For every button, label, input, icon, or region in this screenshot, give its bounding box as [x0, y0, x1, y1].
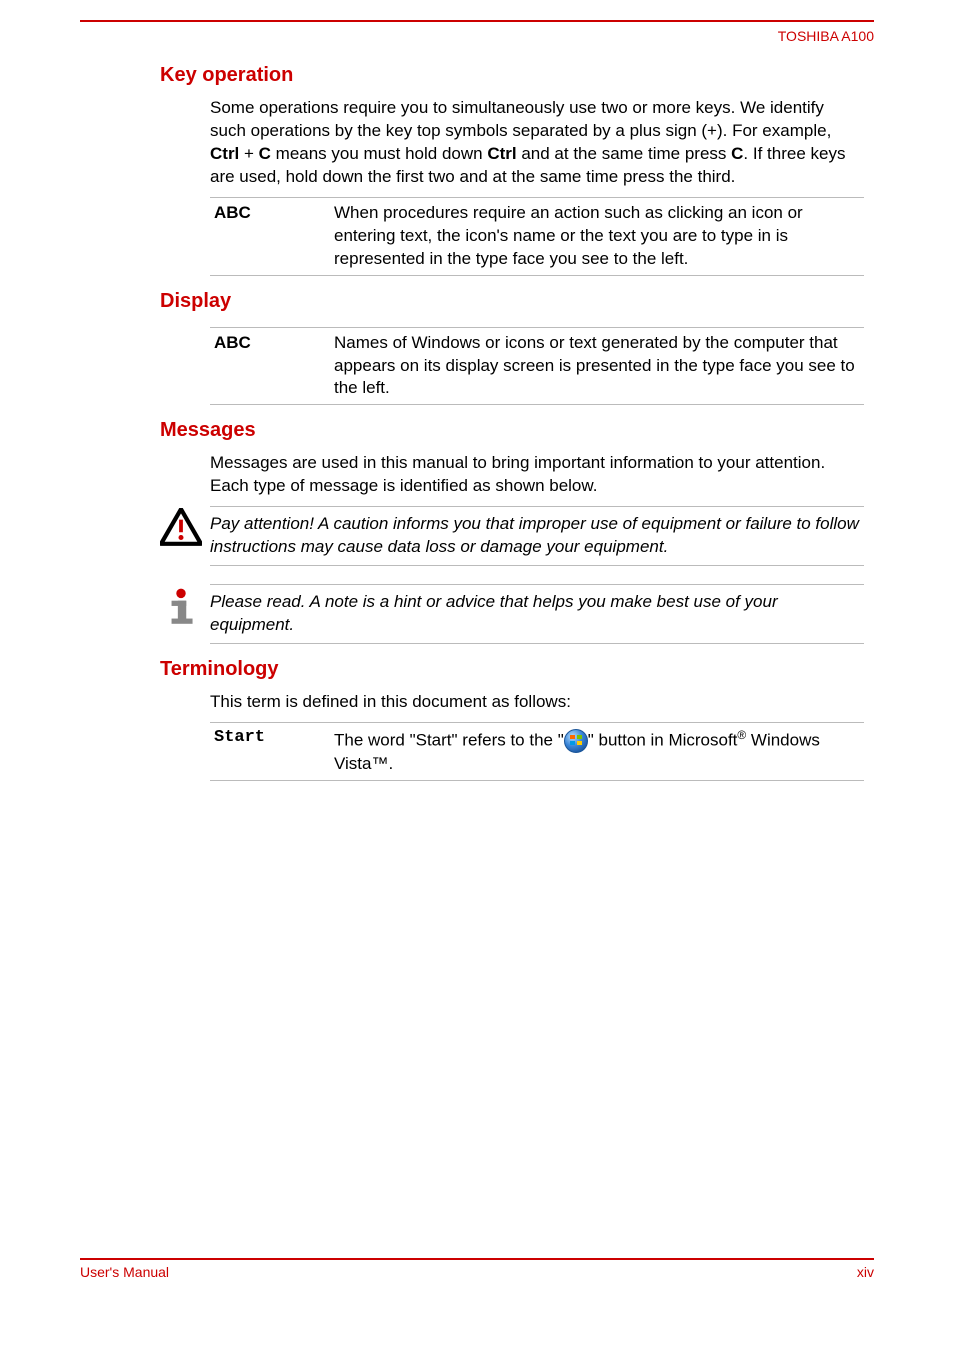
display-desc: Names of Windows or icons or text genera… [334, 332, 864, 401]
header-rule [80, 20, 874, 22]
caution-icon [160, 508, 202, 551]
display-term: ABC [210, 332, 334, 401]
info-icon [160, 586, 202, 633]
key-op-desc: When procedures require an action such a… [334, 202, 864, 271]
messages-intro: Messages are used in this manual to brin… [210, 452, 864, 498]
note-callout: Please read. A note is a hint or advice … [160, 584, 864, 644]
page-footer: User's Manual xiv [80, 1258, 874, 1280]
key-ctrl-2: Ctrl [487, 144, 516, 163]
heading-messages: Messages [160, 419, 874, 442]
registered-mark: ® [737, 728, 746, 742]
note-text: Please read. A note is a hint or advice … [210, 584, 864, 644]
footer-right: xiv [857, 1264, 874, 1280]
terminology-table: Start The word "Start" refers to the " " … [210, 722, 864, 781]
term-desc-suffix: " button in Microsoft [588, 731, 738, 750]
caution-callout: Pay attention! A caution informs you tha… [160, 506, 864, 566]
key-op-term: ABC [210, 202, 334, 271]
key-operation-table: ABC When procedures require an action su… [210, 197, 864, 276]
key-operation-intro: Some operations require you to simultane… [210, 97, 864, 189]
heading-key-operation: Key operation [160, 64, 874, 87]
key-c-2: C [731, 144, 743, 163]
key-c-1: C [259, 144, 271, 163]
footer-left: User's Manual [80, 1264, 169, 1280]
terminology-term: Start [210, 727, 334, 776]
intro-text-4: and at the same time press [517, 144, 732, 163]
terminology-intro: This term is defined in this document as… [210, 691, 864, 714]
display-table: ABC Names of Windows or icons or text ge… [210, 327, 864, 406]
header-product: TOSHIBA A100 [80, 28, 874, 44]
footer-rule [80, 1258, 874, 1260]
intro-text-3: means you must hold down [271, 144, 487, 163]
heading-display: Display [160, 290, 874, 313]
intro-text-2: + [239, 144, 258, 163]
caution-text: Pay attention! A caution informs you tha… [210, 506, 864, 566]
heading-terminology: Terminology [160, 658, 874, 681]
intro-text-1: Some operations require you to simultane… [210, 98, 831, 140]
terminology-desc: The word "Start" refers to the " " button… [334, 727, 864, 776]
windows-start-icon [564, 729, 588, 753]
footer-row: User's Manual xiv [80, 1264, 874, 1280]
term-desc-prefix: The word "Start" refers to the " [334, 731, 564, 750]
key-ctrl-1: Ctrl [210, 144, 239, 163]
page-container: TOSHIBA A100 Key operation Some operatio… [0, 0, 954, 1290]
